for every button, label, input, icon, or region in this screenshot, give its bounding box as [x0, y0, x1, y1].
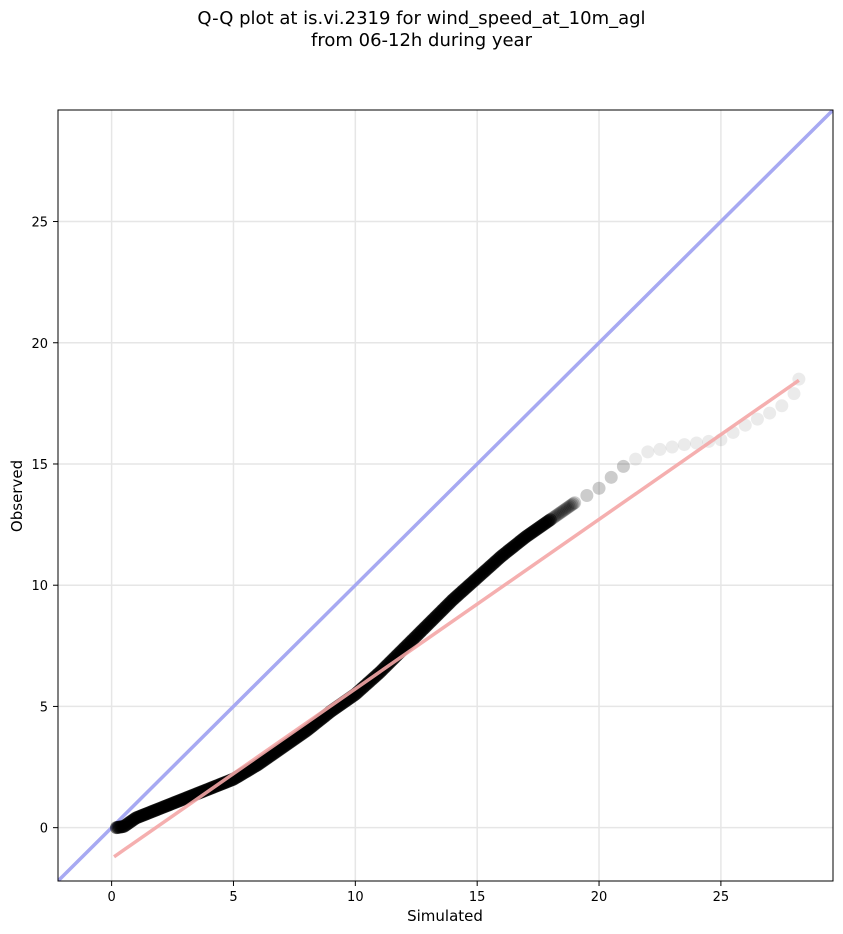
plot-frame — [57, 109, 834, 882]
x-tick-label: 0 — [107, 890, 115, 905]
data-point — [555, 505, 569, 519]
data-point — [559, 502, 573, 516]
data-point — [549, 509, 563, 523]
identity-line — [58, 110, 833, 881]
x-tick-label: 15 — [469, 890, 486, 905]
data-point — [560, 501, 574, 515]
data-point — [550, 508, 564, 522]
data-point — [562, 500, 576, 514]
data-point — [556, 504, 570, 518]
quantile-points — [109, 372, 806, 835]
data-point — [690, 436, 704, 450]
tick-marks: 0 5 10 15 20 25 0 5 10 15 20 25 — [31, 216, 729, 905]
data-point — [775, 399, 789, 413]
y-tick-label: 25 — [31, 216, 48, 231]
x-tick-label: 5 — [229, 890, 237, 905]
data-point — [565, 498, 579, 512]
data-point — [604, 470, 618, 484]
data-point — [548, 510, 562, 524]
x-tick-label: 10 — [347, 890, 364, 905]
data-point — [665, 440, 679, 454]
y-axis-label: Observed — [8, 460, 26, 532]
grid-lines — [58, 110, 833, 881]
data-point — [546, 511, 560, 525]
data-point — [641, 445, 655, 459]
fit-line — [113, 378, 800, 859]
data-point — [553, 506, 567, 520]
y-tick-label: 5 — [40, 700, 48, 715]
plot-area — [58, 110, 833, 881]
chart-title: Q-Q plot at is.vi.2319 for wind_speed_at… — [197, 8, 646, 29]
chart-subtitle: from 06-12h during year — [311, 30, 532, 51]
data-point — [787, 387, 801, 401]
x-axis-label: Simulated — [407, 907, 483, 925]
y-tick-label: 0 — [40, 822, 48, 837]
data-point — [677, 438, 691, 452]
data-point — [629, 452, 643, 466]
y-tick-label: 20 — [31, 337, 48, 352]
x-tick-label: 25 — [713, 890, 730, 905]
data-point — [763, 406, 777, 420]
data-point — [543, 513, 557, 527]
x-tick-label: 20 — [591, 890, 608, 905]
data-point — [563, 499, 577, 513]
y-tick-label: 10 — [31, 579, 48, 594]
data-point — [566, 497, 580, 511]
data-point — [653, 442, 667, 456]
data-point — [616, 459, 630, 473]
y-tick-label: 15 — [31, 458, 48, 473]
data-point — [568, 496, 582, 510]
data-point — [545, 512, 559, 526]
data-point — [592, 481, 606, 495]
data-point — [580, 489, 594, 502]
data-point — [750, 412, 764, 426]
data-point — [558, 503, 572, 517]
data-point — [552, 507, 566, 521]
